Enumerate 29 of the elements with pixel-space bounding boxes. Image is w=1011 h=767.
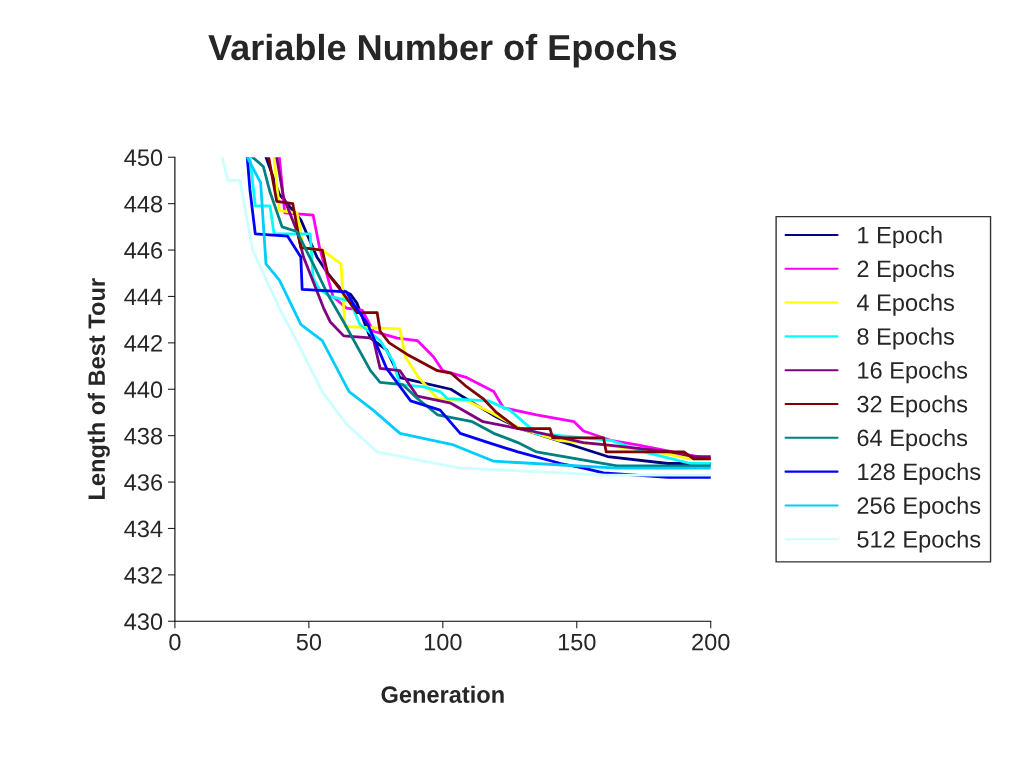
y-tick-label: 444 (124, 288, 163, 305)
legend-label: 256 Epochs (857, 496, 981, 519)
y-tick-label: 432 (124, 566, 162, 584)
x-tick-label: 0 (169, 633, 181, 651)
y-tick-label: 448 (124, 195, 163, 213)
y-tick-label: 436 (124, 474, 163, 491)
x-tick-label: 150 (558, 633, 596, 651)
x-tick-label: 50 (296, 633, 322, 651)
y-tick-label: 438 (124, 427, 163, 445)
legend-label: 8 Epochs (857, 327, 954, 350)
y-axis-title: Length of Best Tour (87, 278, 110, 499)
y-tick-label: 440 (124, 381, 163, 399)
legend-label: 32 Epochs (857, 395, 968, 418)
y-tick-label: 430 (124, 613, 163, 631)
legend-label: 128 Epochs (858, 462, 981, 485)
y-tick-label: 450 (124, 149, 163, 167)
legend-label: 4 Epochs (856, 293, 954, 316)
x-tick-label: 100 (424, 633, 462, 651)
legend-label: 1 Epoch (858, 226, 942, 249)
y-tick-label: 442 (124, 334, 162, 352)
legend-label: 16 Epochs (858, 361, 968, 384)
chart-title: Variable Number of Epochs (208, 33, 677, 68)
y-tick-label: 446 (124, 242, 163, 259)
legend-label: 2 Epochs (857, 259, 954, 282)
x-axis-title: Generation (381, 685, 504, 703)
y-tick-label: 434 (124, 520, 163, 538)
legend-label: 512 Epochs (857, 530, 981, 553)
x-tick-label: 200 (692, 633, 730, 651)
legend-label: 64 Epochs (857, 428, 968, 451)
